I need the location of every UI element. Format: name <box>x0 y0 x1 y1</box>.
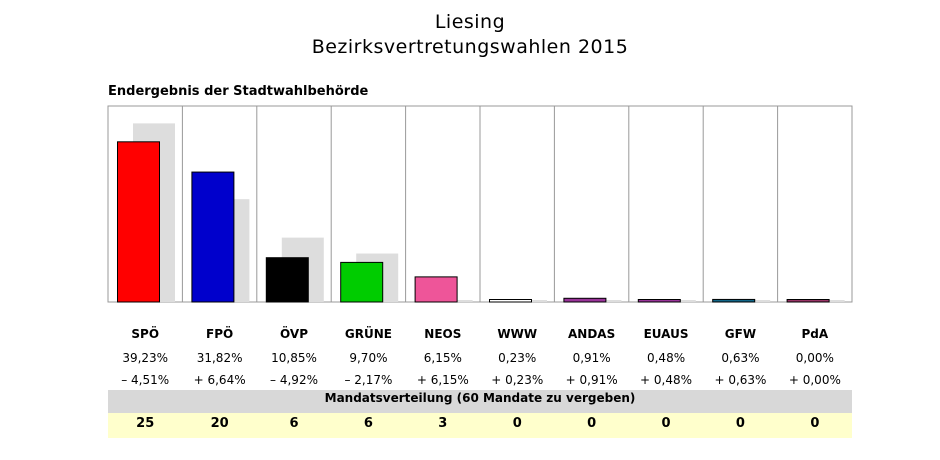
mandate-value: 0 <box>661 416 671 431</box>
party-label: FPÖ <box>206 327 234 341</box>
change-row: – 4,51% + 6,64% – 4,92% – 2,17% + 6,15% + 0,2… <box>108 373 852 387</box>
bar-PdA <box>786 299 830 303</box>
party-label: EUAUS <box>643 327 689 341</box>
mandate-value: 25 <box>136 416 155 431</box>
bar-ÖVP <box>265 257 309 303</box>
mandate-header: Mandatsverteilung (60 Mandate zu vergebe… <box>108 390 852 413</box>
party-label: SPÖ <box>131 327 160 341</box>
mandate-value: 6 <box>363 416 373 431</box>
bar-GRÜNE <box>340 261 384 303</box>
percentage-label: 31,82% <box>196 351 243 365</box>
mandate-value: 0 <box>735 416 745 431</box>
percentage-label: 6,15% <box>423 351 462 365</box>
percentage-label: 9,70% <box>349 351 388 365</box>
party-label: PdA <box>801 327 829 341</box>
percentage-label: 0,00% <box>795 351 834 365</box>
bar-SPÖ <box>117 141 160 303</box>
percentage-label: 0,63% <box>721 351 760 365</box>
bar-ANDAS <box>563 297 607 303</box>
change-label: + 0,91% <box>565 373 618 387</box>
change-label: + 0,48% <box>640 373 693 387</box>
party-label: ÖVP <box>280 327 308 341</box>
party-label: NEOS <box>424 327 462 341</box>
chart-title-line2: Bezirksvertretungswahlen 2015 <box>311 36 629 58</box>
percentage-label: 0,91% <box>572 351 611 365</box>
percentage-label: 10,85% <box>271 351 317 365</box>
bar-GFW <box>712 298 756 303</box>
change-label: – 4,51% <box>121 373 170 387</box>
change-label: + 0,63% <box>714 373 767 387</box>
change-label: + 6,15% <box>416 373 469 387</box>
change-label: – 2,17% <box>344 373 393 387</box>
mandate-value: 6 <box>289 416 299 431</box>
party-label: WWW <box>497 327 538 341</box>
mandate-row: 25 20 6 6 3 0 0 0 0 0 <box>108 413 852 438</box>
percentage-label: 0,23% <box>498 351 537 365</box>
party-label: GRÜNE <box>344 327 392 341</box>
chart-subtitle: Endergebnis der Stadtwahlbehörde <box>108 84 369 99</box>
mandate-value: 0 <box>810 416 820 431</box>
mandate-value: 20 <box>210 416 229 431</box>
percentage-label: 0,48% <box>646 351 686 365</box>
change-label: + 6,64% <box>193 373 246 387</box>
party-label: GFW <box>724 327 757 341</box>
change-label: + 0,23% <box>491 373 544 387</box>
percentage-label: 39,23% <box>122 351 169 365</box>
bar-WWW <box>489 299 532 303</box>
change-label: + 0,00% <box>788 373 841 387</box>
change-label: – 4,92% <box>270 373 318 387</box>
bar-chart <box>107 105 853 303</box>
percentage-row: 39,23% 31,82% 10,85% 9,70% 6,15% 0,23% 0,91% 0,… <box>108 351 852 365</box>
party-label-row: SPÖ FPÖ ÖVP GRÜNE NEOS WWW ANDAS EUAUS GFW PdA <box>108 327 852 341</box>
mandate-value: 0 <box>587 416 597 431</box>
bar-NEOS <box>414 276 458 303</box>
party-label: ANDAS <box>568 327 616 341</box>
bar-FPÖ <box>191 171 235 303</box>
chart-title-line1: Liesing <box>434 11 506 33</box>
mandate-value: 0 <box>512 416 522 431</box>
mandate-value: 3 <box>438 416 448 431</box>
bar-EUAUS <box>637 299 681 303</box>
